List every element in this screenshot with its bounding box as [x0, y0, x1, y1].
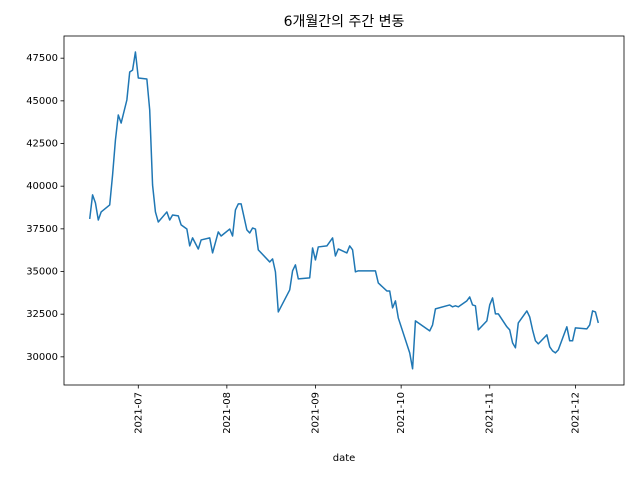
x-tick-label: 2021-07: [133, 392, 144, 434]
y-tick-label: 45000: [26, 96, 58, 107]
y-tick-label: 35000: [26, 267, 58, 278]
x-tick-label: 2021-10: [396, 392, 407, 434]
plot-frame: [63, 35, 625, 386]
line-series: [88, 51, 600, 370]
y-tick-label: 32500: [26, 309, 58, 320]
y-tick-label: 40000: [26, 181, 58, 192]
x-tick-label: 2021-11: [485, 392, 496, 434]
x-tick-label: 2021-12: [570, 392, 581, 434]
x-tick-label: 2021-08: [222, 392, 233, 434]
chart-title: 6개월간의 주간 변동: [284, 14, 405, 30]
y-tick-label: 47500: [26, 53, 58, 64]
y-tick-label: 30000: [26, 352, 58, 363]
y-tick-label: 37500: [26, 224, 58, 235]
x-axis-label: date: [333, 453, 356, 464]
x-tick-label: 2021-09: [310, 392, 321, 434]
y-tick-label: 42500: [26, 139, 58, 150]
